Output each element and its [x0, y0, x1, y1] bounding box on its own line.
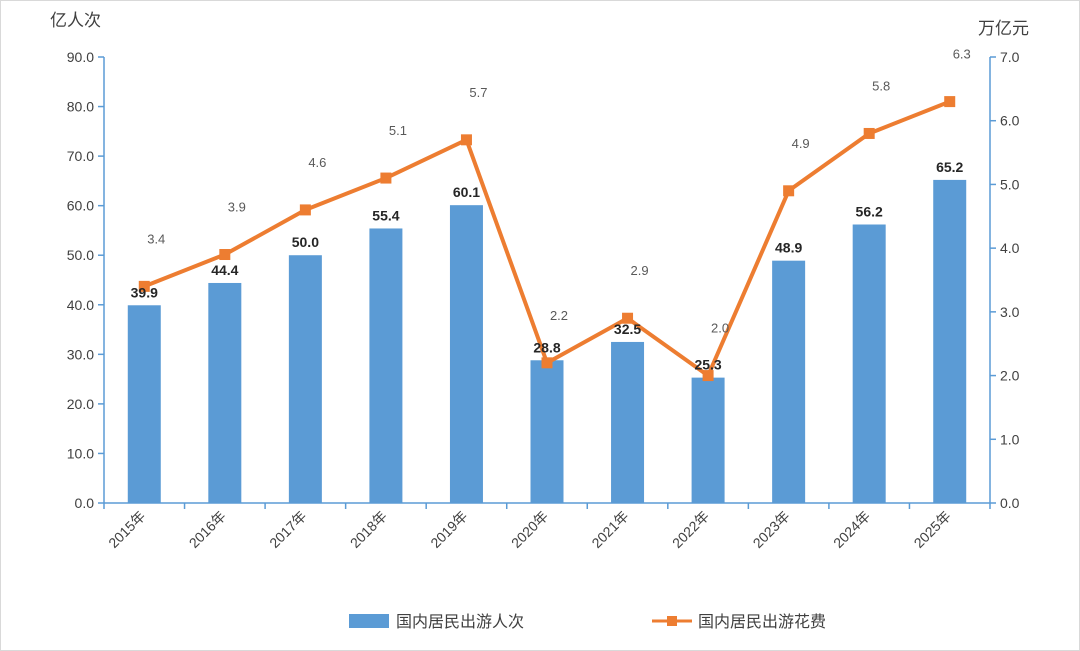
bar-value-label: 50.0	[292, 234, 319, 250]
legend-bar-label: 国内居民出游人次	[396, 613, 524, 631]
line-value-label: 2.9	[631, 263, 649, 278]
x-tick-label: 2023年	[750, 508, 793, 551]
line-point	[299, 204, 311, 216]
x-tick-label: 2018年	[347, 508, 390, 551]
right-axis-unit: 万亿元	[978, 19, 1029, 38]
y-right-tick-label: 4.0	[1000, 240, 1020, 256]
bar-value-label: 48.9	[775, 240, 802, 256]
line-series	[138, 96, 956, 382]
line-point	[219, 249, 231, 261]
x-tick-label: 2016年	[186, 508, 229, 551]
bar-value-label: 44.4	[211, 262, 238, 278]
line-value-label: 5.7	[469, 85, 487, 100]
y-right-tick-label: 7.0	[1000, 49, 1020, 65]
line-point	[541, 357, 553, 369]
y-right-tick-label: 3.0	[1000, 304, 1020, 320]
x-tick-label: 2019年	[427, 508, 470, 551]
bar	[852, 224, 886, 503]
y-left-tick-label: 90.0	[67, 49, 94, 65]
line-value-label: 6.3	[953, 47, 971, 62]
bar-value-label: 60.1	[453, 184, 480, 200]
x-tick-label: 2022年	[669, 508, 712, 551]
bar	[449, 205, 483, 503]
bar	[369, 228, 403, 503]
y-right-tick-label: 1.0	[1000, 431, 1020, 447]
line-point	[380, 172, 392, 184]
legend-line-label: 国内居民出游花费	[698, 613, 826, 631]
x-tick-label: 2021年	[588, 508, 631, 551]
line-point	[460, 134, 472, 146]
bar-value-label: 28.8	[533, 339, 560, 355]
y-left-tick-label: 70.0	[67, 148, 94, 164]
line-value-label: 2.0	[711, 321, 729, 336]
y-left-tick-label: 20.0	[67, 396, 94, 412]
bar-value-label: 55.4	[372, 207, 399, 223]
left-axis-unit: 亿人次	[50, 11, 101, 30]
y-right-tick-label: 2.0	[1000, 368, 1020, 384]
bar	[127, 305, 161, 503]
line-point	[702, 370, 714, 382]
bar-value-label: 32.5	[614, 321, 641, 337]
bar	[611, 341, 645, 503]
y-right-tick-label: 5.0	[1000, 176, 1020, 192]
line-point	[944, 96, 956, 108]
bar	[772, 260, 806, 503]
x-tick-label: 2024年	[830, 508, 873, 551]
line-value-label: 2.2	[550, 308, 568, 323]
line-point	[138, 280, 150, 292]
line-value-label: 3.9	[228, 200, 246, 215]
line-value-label: 4.9	[792, 136, 810, 151]
axes: 0.0 10.0 20.0 30.0 40.0 50.0 60.0 70.0 80.0 90.0 0…	[67, 49, 1020, 511]
bar-value-label: 25.3	[694, 357, 721, 373]
bar-value-label: 56.2	[856, 203, 883, 219]
bar	[933, 179, 967, 504]
legend: 国内居民出游人次 国内居民出游花费	[349, 613, 826, 631]
spend-line	[143, 99, 951, 378]
line-value-label: 5.1	[389, 123, 407, 138]
x-tick-label: 2025年	[911, 508, 954, 551]
line-value-label: 5.8	[872, 78, 890, 93]
y-left-tick-label: 80.0	[67, 99, 94, 115]
bar	[288, 255, 322, 503]
y-left-tick-label: 60.0	[67, 198, 94, 214]
bar	[691, 377, 725, 503]
line-value-label: 4.6	[308, 155, 326, 170]
line-point	[863, 127, 875, 139]
x-tick-label: 2015年	[105, 508, 148, 551]
x-tick-label: 2020年	[508, 508, 551, 551]
line-value-label: 3.4	[147, 231, 165, 246]
bar-value-label: 65.2	[936, 159, 963, 175]
y-right-tick-label: 6.0	[1000, 113, 1020, 129]
legend-line-marker	[667, 616, 677, 626]
y-left-tick-label: 30.0	[67, 346, 94, 362]
bar-value-label: 39.9	[131, 284, 158, 300]
x-axis-ticks: 2015年 2016年 2017年 2018年 2019年 2020年 2021年 2022年…	[105, 508, 954, 551]
bar-series	[127, 179, 967, 504]
bar	[208, 282, 242, 503]
y-left-tick-label: 50.0	[67, 247, 94, 263]
y-left-tick-label: 0.0	[75, 495, 95, 511]
bar	[530, 360, 564, 503]
data-labels: 39.9 44.4 50.0 55.4 60.1 28.8 32.5 25.3 48.9 56.2…	[131, 47, 971, 373]
y-left-tick-label: 10.0	[67, 445, 94, 461]
y-right-tick-label: 0.0	[1000, 495, 1020, 511]
line-point	[622, 312, 634, 324]
legend-bar-swatch	[349, 614, 389, 628]
x-tick-label: 2017年	[266, 508, 309, 551]
line-point	[783, 185, 795, 197]
y-left-tick-label: 40.0	[67, 297, 94, 313]
